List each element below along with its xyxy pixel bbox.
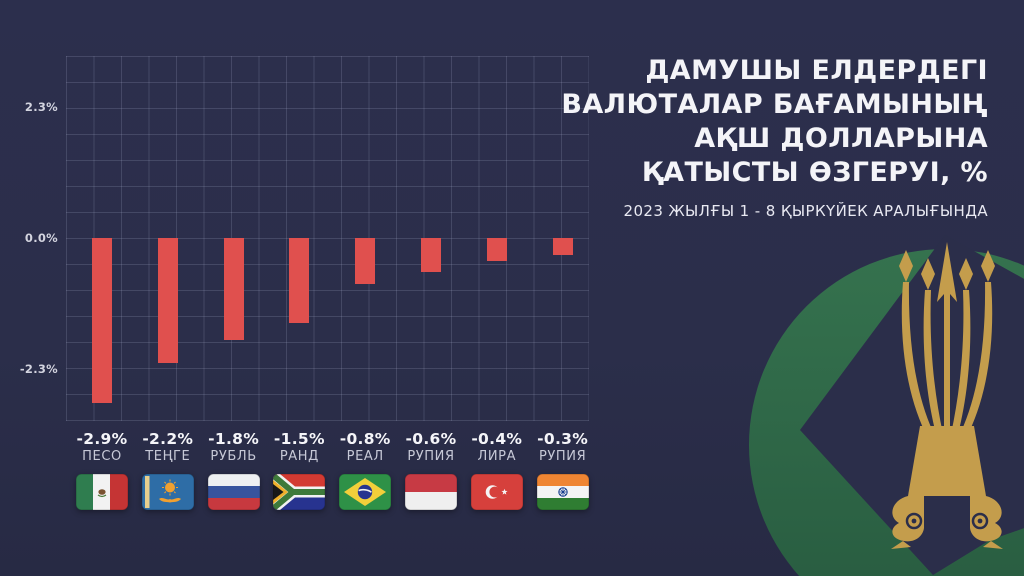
y-axis-tick: -2.3% — [19, 361, 58, 376]
title-line: ВАЛЮТАЛАР БАҒАМЫНЫҢ — [561, 89, 988, 120]
category-column-brazil: -0.8% РЕАЛ — [332, 430, 398, 514]
bar-brazil — [355, 238, 376, 284]
golden-emblem-icon — [891, 242, 1003, 549]
india-flag-icon — [530, 465, 596, 514]
category-column-south-africa: -1.5% РАНД — [266, 430, 332, 514]
currency-label: РУБЛЬ — [210, 449, 257, 464]
category-column-indonesia: -0.6% РУПИЯ — [398, 430, 464, 514]
south-africa-flag-icon — [266, 465, 332, 514]
bar-value-label: -1.8% — [208, 430, 260, 448]
currency-label: РУПИЯ — [538, 449, 587, 464]
chart-header: ДАМУШЫ ЕЛДЕРДЕГІ ВАЛЮТАЛАР БАҒАМЫНЫҢ АҚШ Д… — [558, 54, 988, 220]
bar-value-label: -0.8% — [339, 430, 391, 448]
category-column-turkey: -0.4% ЛИРА — [464, 430, 530, 514]
national-bank-logo — [749, 235, 1024, 576]
kazakhstan-flag-icon — [135, 465, 201, 514]
y-axis-tick: 0.0% — [24, 231, 58, 245]
bar-mexico — [92, 238, 112, 403]
category-column-india: -0.3% РУПИЯ — [530, 430, 596, 514]
bar-value-label: -2.2% — [142, 430, 194, 448]
category-column-mexico: -2.9% ПЕСО — [69, 430, 135, 514]
currency-label: ТЕҢГЕ — [145, 449, 191, 464]
bar-russia — [223, 238, 244, 341]
indonesia-flag-icon — [398, 465, 464, 514]
currency-label: ЛИРА — [477, 449, 517, 464]
chart-title: ДАМУШЫ ЕЛДЕРДЕГІ ВАЛЮТАЛАР БАҒАМЫНЫҢ АҚШ Д… — [558, 54, 988, 190]
chart-subtitle: 2023 ЖЫЛҒЫ 1 - 8 ҚЫРКҮЙЕК АРАЛЫҒЫНДА — [623, 202, 988, 220]
title-line: АҚШ ДОЛЛАРЫНА — [694, 123, 988, 154]
mexico-flag-icon — [69, 465, 135, 514]
bar-india — [552, 238, 573, 256]
turkey-flag-icon — [464, 465, 530, 514]
title-line: ҚАТЫСТЫ ӨЗГЕРУІ, % — [641, 157, 988, 188]
brazil-flag-icon — [332, 465, 398, 514]
bar-turkey — [486, 238, 507, 261]
bar-value-label: -0.4% — [471, 430, 523, 448]
title-line: ДАМУШЫ ЕЛДЕРДЕГІ — [645, 55, 988, 86]
bar-value-label: -0.3% — [537, 430, 589, 448]
currency-label: РУПИЯ — [407, 449, 455, 464]
bar-value-label: -2.9% — [76, 430, 128, 448]
currency-label: РЕАЛ — [346, 449, 384, 464]
currency-label: ПЕСО — [82, 449, 122, 464]
currency-label: РАНД — [279, 449, 319, 464]
bar-value-label: -0.6% — [405, 430, 457, 448]
y-axis-tick: 2.3% — [24, 100, 58, 115]
bar-indonesia — [421, 238, 441, 273]
bar-south-africa — [289, 238, 310, 324]
bar-kazakhstan — [157, 238, 178, 364]
bar-value-label: -1.5% — [273, 430, 325, 448]
chart-grid — [66, 56, 589, 421]
category-column-kazakhstan: -2.2% ТЕҢГЕ — [135, 430, 201, 514]
russia-flag-icon — [201, 465, 267, 514]
category-column-russia: -1.8% РУБЛЬ — [201, 430, 267, 514]
